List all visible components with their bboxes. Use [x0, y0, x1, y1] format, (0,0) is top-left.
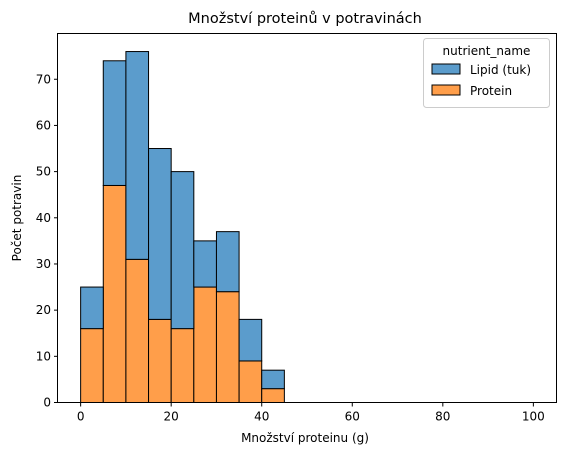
legend-swatch-protein	[431, 84, 461, 96]
legend-swatch-lipid	[431, 63, 461, 75]
legend: nutrient_name Lipid (tuk) Protein	[423, 38, 550, 108]
chart-title: Množství proteinů v potravinách	[188, 11, 422, 27]
y-tick-label: 0	[43, 396, 51, 410]
bar-lipid-tuk-bin-2	[125, 51, 150, 260]
bar-lipid-tuk-bin-8	[261, 369, 285, 390]
bar-lipid-tuk-bin-6	[215, 231, 240, 293]
legend-label-lipid: Lipid (tuk)	[470, 63, 531, 77]
bar-protein-bin-3	[148, 318, 172, 403]
bars-group	[80, 51, 285, 404]
legend-title: nutrient_name	[443, 44, 531, 58]
y-tick-label: 10	[36, 349, 51, 363]
x-tick-label: 60	[345, 410, 360, 424]
bar-lipid-tuk-bin-3	[148, 148, 172, 320]
bar-protein-bin-6	[215, 291, 240, 404]
bar-protein-bin-1	[102, 184, 127, 403]
x-tick-label: 40	[254, 410, 269, 424]
x-tick-label: 80	[435, 410, 450, 424]
bar-protein-bin-8	[261, 388, 285, 403]
bar-protein-bin-4	[170, 328, 195, 404]
x-axis-ticks: 0 20 40 60 80 100	[77, 402, 545, 424]
y-axis-ticks: 0 10 20 30 40 50 60 70	[36, 72, 58, 410]
bar-lipid-tuk-bin-7	[238, 318, 263, 362]
bar-lipid-tuk-bin-1	[102, 60, 127, 186]
x-axis-title: Množství proteinu (g)	[241, 431, 369, 445]
bar-protein-bin-2	[125, 258, 150, 403]
y-axis-title: Počet potravin	[10, 175, 24, 262]
y-tick-label: 20	[36, 303, 51, 317]
bar-lipid-tuk-bin-4	[170, 171, 195, 330]
x-tick-label: 20	[164, 410, 179, 424]
y-tick-label: 50	[36, 165, 51, 179]
y-tick-label: 40	[36, 211, 51, 225]
bar-lipid-tuk-bin-5	[193, 240, 217, 288]
bar-protein-bin-5	[193, 286, 217, 404]
y-tick-label: 70	[36, 72, 51, 86]
bar-protein-bin-7	[238, 360, 263, 403]
y-tick-label: 60	[36, 118, 51, 132]
legend-label-protein: Protein	[470, 84, 512, 98]
x-tick-label: 0	[77, 410, 85, 424]
bar-lipid-tuk-bin-0	[80, 286, 104, 330]
bar-protein-bin-0	[80, 328, 104, 404]
y-tick-label: 30	[36, 257, 51, 271]
x-tick-label: 100	[522, 410, 545, 424]
